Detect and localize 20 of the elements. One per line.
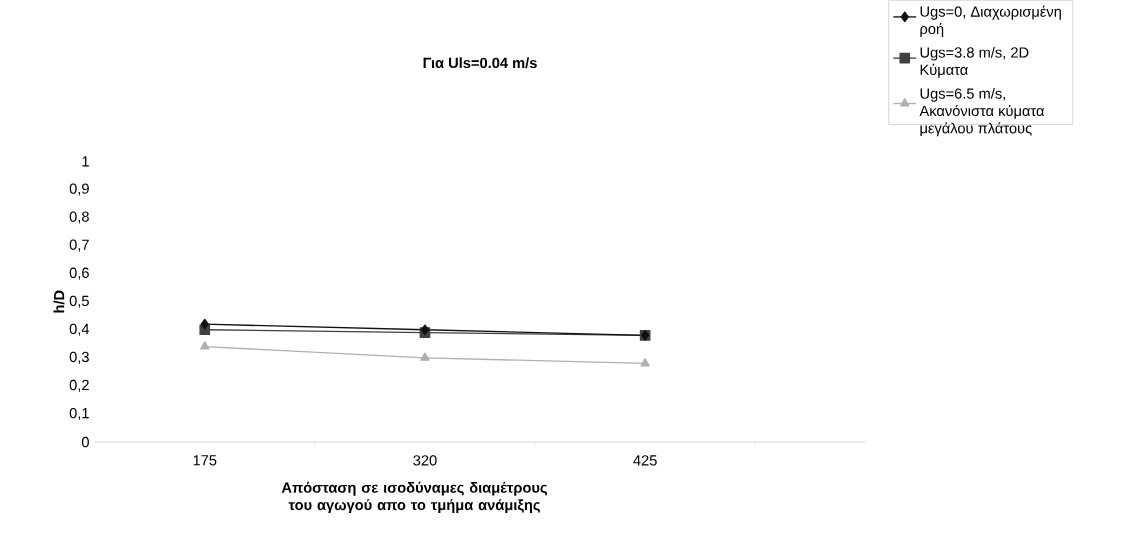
y-tick-label: 0,1	[69, 407, 89, 421]
legend-label: Ugs=3.8 m/s, 2D Κύματα	[920, 46, 1029, 78]
y-tick-label: 0	[81, 436, 89, 448]
y-tick-label: 0,6	[69, 267, 89, 280]
y-tick-label: 0,2	[69, 379, 89, 392]
x-tick-label: 425	[633, 455, 657, 466]
y-tick-label: 1	[82, 156, 89, 167]
y-axis-title: h/D	[53, 290, 65, 313]
legend-label: Ugs=6.5 m/s, Ακανόνιστα κύματα μεγάλου πλάτους	[919, 87, 1045, 137]
y-tick-label: 0,4	[69, 323, 90, 336]
x-tick-label: 320	[413, 455, 437, 466]
y-tick-label: 0,5	[69, 295, 89, 308]
y-tick-label: 0,9	[69, 183, 89, 196]
x-axis-title: Απόσταση σε ισοδύναμες διαμέτρους του αγωγού απο το τμήμα ανάμιξης	[281, 481, 548, 513]
y-tick-label: 0,7	[69, 239, 89, 252]
x-tick-label: 175	[193, 455, 217, 466]
chart-title: Για Uls=0.04 m/s	[423, 57, 537, 69]
y-tick-label: 0,3	[69, 351, 89, 364]
legend-label: Ugs=0, Διαχωρισμένη ροή	[920, 5, 1061, 37]
y-tick-label: 0,8	[69, 211, 89, 224]
